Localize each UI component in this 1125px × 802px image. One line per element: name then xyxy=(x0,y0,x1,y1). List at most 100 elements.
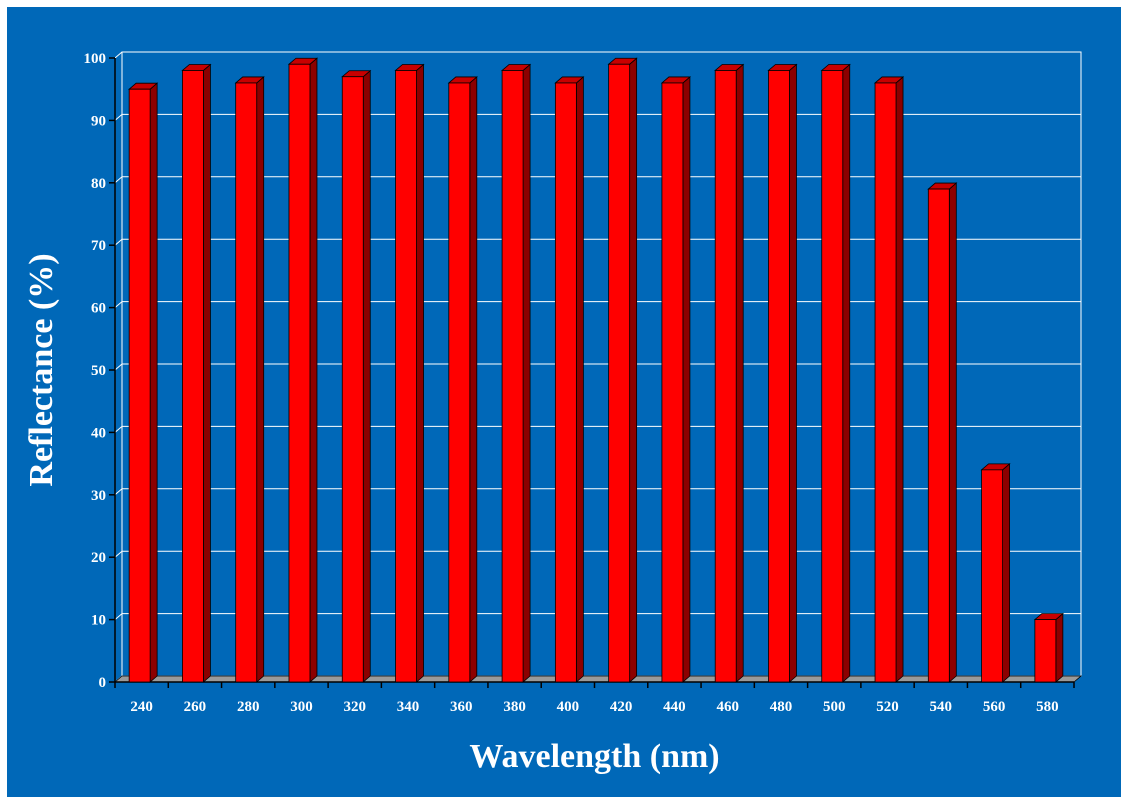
x-tick-label: 260 xyxy=(184,699,207,715)
gridline-depth xyxy=(114,426,123,433)
y-axis-title: Reflectance (%) xyxy=(23,253,60,486)
bar-side xyxy=(203,63,211,683)
x-tick-label: 380 xyxy=(503,699,526,715)
gridline-depth xyxy=(114,51,123,59)
bar xyxy=(873,76,905,683)
bar xyxy=(607,57,638,683)
gridline-depth xyxy=(114,238,123,246)
x-tick-label: 400 xyxy=(557,699,580,715)
bar-side xyxy=(469,76,478,683)
bar xyxy=(927,182,958,683)
bar-face xyxy=(768,70,790,683)
gridline-depth xyxy=(114,613,123,620)
bar xyxy=(1033,612,1064,683)
gridline-depth xyxy=(114,488,123,496)
axes xyxy=(109,57,1075,688)
bar-side xyxy=(789,63,797,683)
bar-side xyxy=(362,69,371,683)
bar-side xyxy=(735,63,744,683)
bar-side xyxy=(522,63,531,683)
gridline-depth xyxy=(114,114,123,121)
y-tick-label: 40 xyxy=(91,425,106,441)
x-tick-label: 320 xyxy=(344,699,367,715)
bar xyxy=(501,63,532,683)
x-tick-label: 340 xyxy=(397,699,420,715)
x-tick-label: 300 xyxy=(290,699,313,715)
bar-side xyxy=(948,182,957,683)
x-tick-label: 540 xyxy=(930,699,953,715)
y-tick-label: 50 xyxy=(91,363,106,379)
x-tick-label: 240 xyxy=(130,699,153,715)
x-tick-label: 520 xyxy=(876,699,899,715)
bar-face xyxy=(927,188,950,683)
bar-side xyxy=(309,57,318,683)
bar-face xyxy=(714,70,737,683)
bar xyxy=(554,76,585,683)
y-tick-label: 10 xyxy=(91,613,106,629)
bar xyxy=(287,57,319,683)
x-tick-label: 420 xyxy=(610,699,633,715)
bar-chart: 0 10 20 30 40 50 60 70 80 90 100 240 260 280 300 320 340… xyxy=(7,7,1121,797)
bar xyxy=(714,63,745,683)
bar-side xyxy=(895,76,904,683)
gridline-depth xyxy=(114,363,123,371)
bar-side xyxy=(682,76,691,683)
x-tick-label: 560 xyxy=(983,699,1006,715)
bar-face xyxy=(501,70,524,683)
x-tick-label: 500 xyxy=(823,699,846,715)
bar-face xyxy=(395,70,417,683)
bar xyxy=(394,63,425,683)
bar-face xyxy=(341,76,364,683)
y-tick-label: 90 xyxy=(91,113,106,129)
bar xyxy=(767,63,798,683)
bar xyxy=(660,76,691,683)
gridline-depth xyxy=(114,550,123,558)
x-tick-label: 360 xyxy=(450,699,473,715)
x-tick-label: 580 xyxy=(1036,699,1059,715)
bars xyxy=(128,57,1064,683)
bar-face xyxy=(554,82,577,683)
bar-face xyxy=(128,88,151,683)
gridline-depth xyxy=(114,301,123,308)
bar xyxy=(447,76,478,683)
y-tick-label: 20 xyxy=(91,550,106,566)
bar-face xyxy=(821,70,844,683)
bar-side xyxy=(149,82,158,683)
bar xyxy=(341,69,372,683)
y-tick-label: 100 xyxy=(84,51,107,67)
bar-face xyxy=(874,82,897,683)
tick-labels: 0 10 20 30 40 50 60 70 80 90 100 240 260 280 300 320 340… xyxy=(84,51,1059,715)
bar-face xyxy=(661,82,684,683)
bar-side xyxy=(575,76,584,683)
bar xyxy=(820,63,851,683)
chart-panel: 0 10 20 30 40 50 60 70 80 90 100 240 260 280 300 320 340… xyxy=(7,7,1121,797)
bar-side xyxy=(1002,462,1010,683)
y-tick-label: 80 xyxy=(91,176,106,192)
bar-face xyxy=(981,469,1003,683)
x-tick-label: 480 xyxy=(770,699,793,715)
x-tick-label: 460 xyxy=(716,699,739,715)
gridline-depth xyxy=(114,176,123,184)
bar xyxy=(181,63,212,683)
bar xyxy=(128,82,159,683)
x-tick-label: 280 xyxy=(237,699,260,715)
y-tick-label: 60 xyxy=(91,301,106,317)
bar-side xyxy=(842,63,851,683)
bar-face xyxy=(288,63,311,683)
y-tick-label: 70 xyxy=(91,238,106,254)
bar-side xyxy=(629,57,638,683)
bar-side xyxy=(256,76,265,683)
x-axis-title: Wavelength (nm) xyxy=(469,738,719,775)
bar-face xyxy=(448,82,471,683)
y-tick-label: 30 xyxy=(91,488,106,504)
bar-face xyxy=(182,70,204,683)
bar-face xyxy=(608,63,631,683)
y-tick-label: 0 xyxy=(99,675,107,691)
bar-face xyxy=(235,82,258,683)
bar-side xyxy=(416,63,424,683)
bar-side xyxy=(1055,612,1064,683)
bar xyxy=(980,462,1011,683)
bar-face xyxy=(1034,619,1057,683)
bar xyxy=(234,76,265,683)
